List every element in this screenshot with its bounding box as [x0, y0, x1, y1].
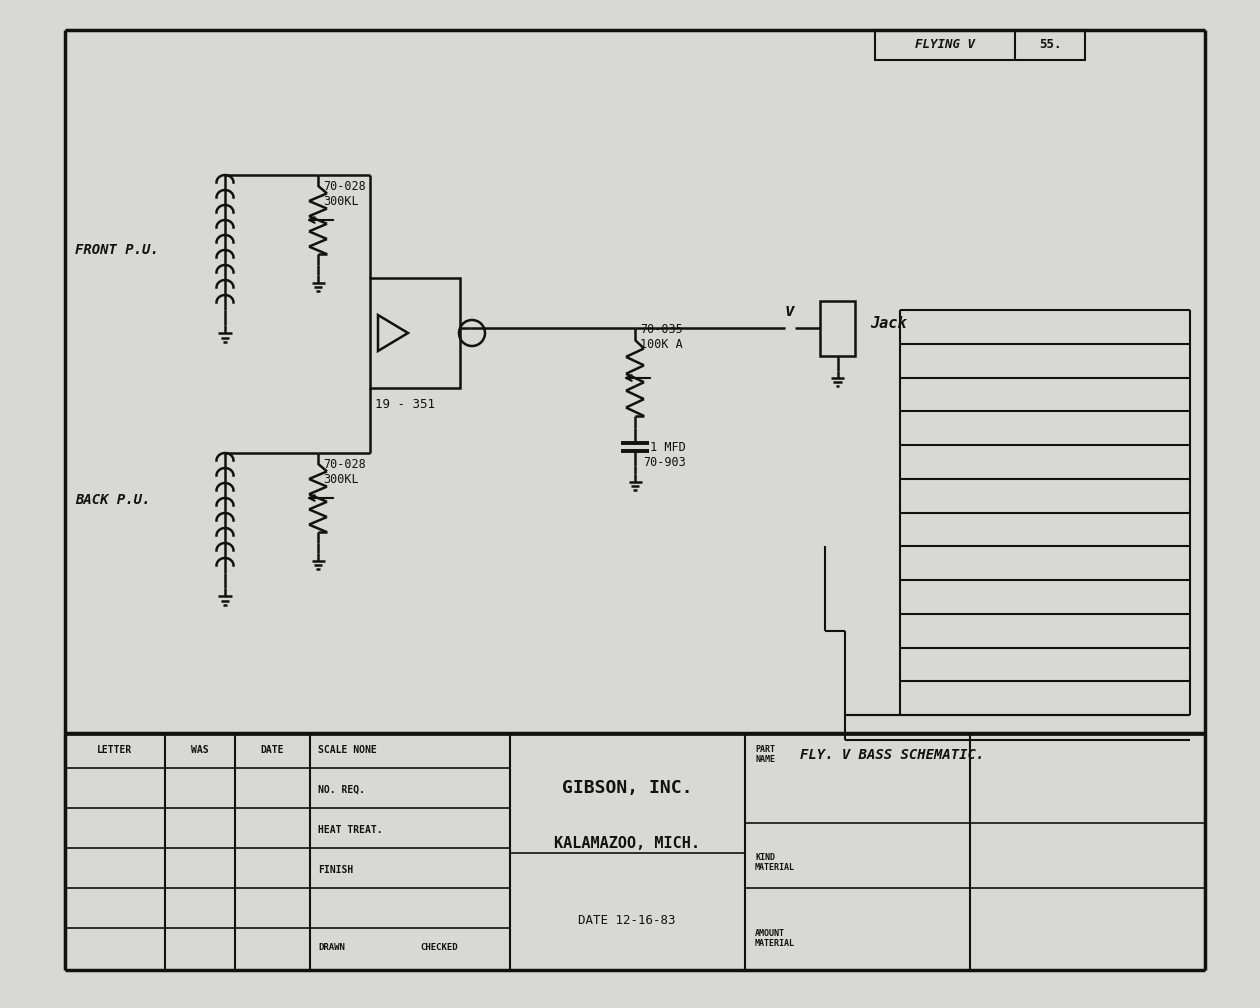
Text: GIBSON, INC.: GIBSON, INC.	[562, 779, 692, 797]
Text: 70-035
100K A: 70-035 100K A	[640, 323, 683, 351]
Text: DATE: DATE	[261, 745, 284, 755]
Text: v: v	[785, 302, 795, 320]
Text: MATERIAL: MATERIAL	[755, 864, 795, 873]
Text: FLY. V BASS SCHEMATIC.: FLY. V BASS SCHEMATIC.	[800, 748, 984, 762]
Text: 55.: 55.	[1038, 38, 1061, 51]
Text: Jack: Jack	[869, 316, 906, 331]
Text: DRAWN: DRAWN	[318, 943, 345, 953]
Text: MATERIAL: MATERIAL	[755, 938, 795, 948]
Text: AMOUNT: AMOUNT	[755, 928, 785, 937]
Text: HEAT TREAT.: HEAT TREAT.	[318, 825, 383, 835]
Text: KALAMAZOO, MICH.: KALAMAZOO, MICH.	[554, 836, 701, 851]
Text: 70-028
300KL: 70-028 300KL	[323, 180, 365, 208]
Text: WAS: WAS	[192, 745, 209, 755]
Text: PART: PART	[755, 746, 775, 755]
Text: .1 MFD
70-903: .1 MFD 70-903	[643, 442, 685, 469]
Text: 70-028
300KL: 70-028 300KL	[323, 458, 365, 486]
Bar	[874, 30, 1085, 60]
Text: NAME: NAME	[755, 756, 775, 764]
Text: FLYING V: FLYING V	[915, 38, 975, 51]
Text: BACK P.U.: BACK P.U.	[76, 493, 150, 507]
Text: KIND: KIND	[755, 854, 775, 863]
Text: DATE 12-16-83: DATE 12-16-83	[578, 913, 675, 926]
Bar	[820, 300, 856, 356]
Text: CHECKED: CHECKED	[420, 943, 457, 953]
Text: NO. REQ.: NO. REQ.	[318, 785, 365, 795]
Text: FINISH: FINISH	[318, 865, 353, 875]
Text: LETTER: LETTER	[97, 745, 132, 755]
Bar	[370, 278, 460, 388]
Text: FRONT P.U.: FRONT P.U.	[76, 243, 159, 257]
Text: SCALE NONE: SCALE NONE	[318, 745, 377, 755]
Text: 19 - 351: 19 - 351	[375, 398, 435, 411]
